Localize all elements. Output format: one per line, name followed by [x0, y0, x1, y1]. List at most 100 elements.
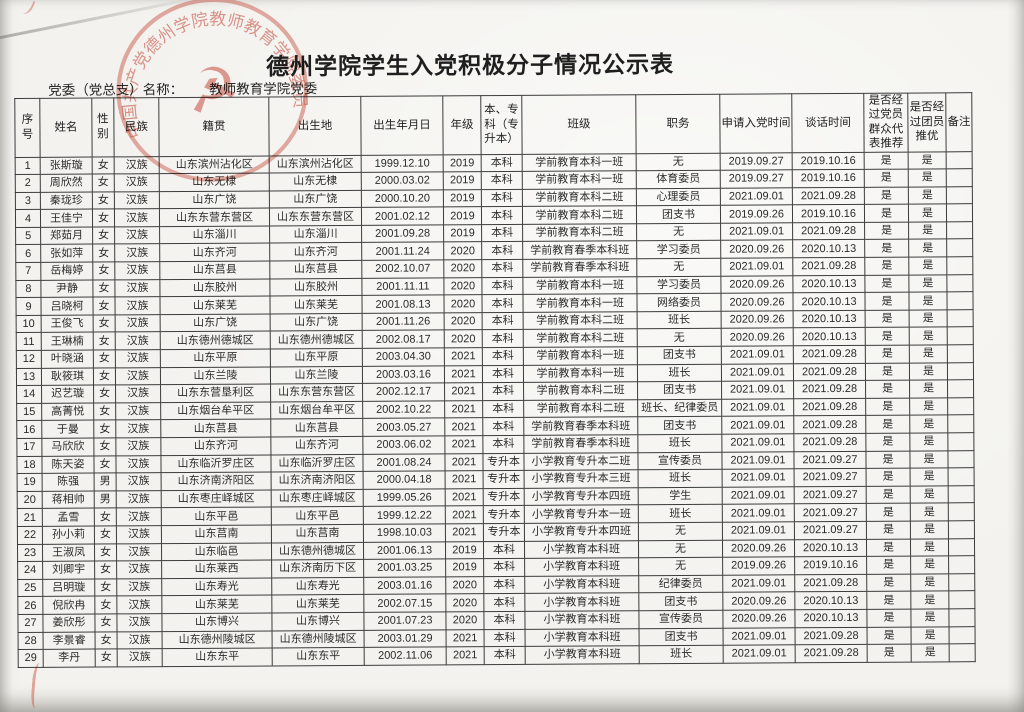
table-cell: 班长	[637, 363, 722, 382]
table-cell: 2003.06.02	[362, 435, 445, 455]
table-cell: 是	[911, 626, 950, 645]
table-cell: 2021.09.28	[793, 362, 866, 381]
table-cell	[948, 608, 976, 627]
table-cell: 是	[865, 362, 910, 381]
table-cell: 山东莱芜	[161, 595, 272, 614]
table-cell	[948, 573, 975, 592]
table-cell: 汉族	[116, 490, 162, 509]
table-cell: 2021	[444, 435, 483, 454]
table-cell: 是	[910, 468, 949, 486]
table-cell: 小学教育本科班	[525, 628, 640, 647]
table-cell: 山东莒南	[161, 524, 272, 544]
table-cell: 于曼	[41, 420, 94, 439]
table-cell: 本科	[481, 294, 524, 313]
table-cell: 学前教育本科一班	[523, 346, 638, 366]
table-cell: 汉族	[117, 648, 163, 667]
table-cell: 专升本	[483, 488, 525, 507]
table-cell: 汉族	[115, 349, 161, 368]
table-cell	[947, 362, 974, 381]
table-cell: 2021.09.01	[723, 627, 796, 646]
table-cell: 班长、纪律委员	[637, 399, 722, 418]
table-cell: 2019.10.16	[792, 169, 865, 188]
table-cell: 山东临邑	[161, 542, 272, 561]
table-cell: 6	[15, 244, 41, 263]
table-cell: 1	[15, 156, 41, 175]
table-cell: 18	[16, 455, 43, 474]
table-cell: 学前教育本科二班	[523, 381, 638, 401]
table-cell: 本科	[481, 153, 523, 172]
table-cell: 是	[866, 609, 912, 627]
table-cell: 2	[15, 174, 41, 193]
table-cell: 汉族	[115, 420, 161, 438]
table-cell: 汉族	[115, 437, 161, 456]
table-cell: 周欣然	[40, 174, 93, 193]
table-cell: 女	[92, 244, 115, 263]
table-cell: 山东齐河	[269, 242, 362, 262]
table-cell: 山东齐河	[159, 243, 270, 262]
table-cell: 王俊飞	[41, 314, 94, 333]
table-cell: 山东烟台牟平区	[160, 401, 271, 421]
table-cell: 2003.01.29	[364, 629, 447, 648]
table-cell: 2021	[445, 488, 484, 507]
table-cell: 小学教育专升本一班	[524, 505, 639, 524]
table-cell: 李景睿	[43, 631, 96, 650]
table-cell: 汉族	[114, 226, 160, 245]
table-cell: 是	[909, 362, 948, 381]
table-cell: 2019.09.26	[720, 205, 793, 224]
table-cell	[947, 309, 974, 328]
table-cell: 郑茹月	[40, 226, 93, 245]
table-cell: 2001.08.24	[362, 453, 446, 472]
table-cell: 女	[92, 297, 116, 315]
table-cell: 山东平原	[270, 348, 363, 367]
table-cell: 汉族	[115, 332, 161, 350]
table-cell: 迟艺璇	[41, 385, 94, 404]
table-cell: 山东滨州沾化区	[159, 155, 270, 174]
table-cell: 9	[15, 297, 42, 316]
table-cell	[947, 379, 974, 398]
table-cell: 无	[638, 539, 723, 558]
table-cell: 山东临沂罗庄区	[270, 454, 364, 473]
table-cell: 学前教育本科二班	[522, 223, 637, 242]
table-cell: 小学教育专升本三班	[524, 469, 639, 489]
table-cell: 2021.09.01	[722, 504, 795, 523]
table-cell: 本科	[484, 646, 526, 665]
table-cell: 2021.09.01	[722, 574, 795, 593]
table-cell: 蒋相帅	[42, 490, 95, 509]
table-cell: 是	[909, 450, 949, 469]
table-cell: 2019.10.16	[792, 204, 865, 223]
table-cell: 女	[92, 261, 115, 280]
table-cell: 2021.09.27	[794, 503, 867, 522]
table-cell: 是	[866, 468, 911, 487]
table-cell: 2001.11.24	[361, 242, 444, 261]
table-cell: 是	[865, 433, 910, 451]
table-cell: 2020.10.13	[793, 327, 866, 346]
table-cell: 学前教育春季本科班	[523, 417, 638, 436]
table-cell: 是	[866, 485, 911, 504]
table-cell: 王佳宁	[40, 209, 93, 228]
org-name-label: 党委（党总支）名称：	[48, 82, 184, 98]
column-header: 姓名	[39, 98, 93, 157]
table-cell: 是	[910, 520, 949, 539]
table-cell: 是	[909, 380, 948, 398]
red-pen-mark-top	[18, 0, 36, 17]
table-cell: 心理委员	[636, 187, 721, 207]
table-cell: 尹静	[40, 279, 93, 298]
table-cell: 2001.06.13	[363, 541, 446, 560]
table-cell: 学前教育本科二班	[523, 329, 638, 348]
table-cell: 专升本	[483, 505, 525, 524]
table-cell: 山东无棣	[269, 172, 362, 191]
table-cell: 小学教育专升本四班	[524, 522, 639, 541]
table-cell: 2020.09.26	[721, 310, 794, 329]
table-cell: 2020	[444, 330, 483, 348]
table-cell: 27	[17, 614, 44, 633]
table-cell: 2021.09.01	[720, 222, 793, 241]
table-cell: 汉族	[114, 156, 160, 175]
table-cell: 5	[15, 227, 41, 245]
table-cell: 小学教育本科班	[524, 593, 639, 612]
table-cell: 2019	[443, 189, 482, 208]
table-cell: 2021.09.28	[792, 257, 865, 276]
table-cell: 女	[94, 613, 118, 632]
table-cell: 2002.08.17	[362, 330, 445, 349]
table-cell: 团支书	[639, 627, 724, 646]
table-cell: 2020.09.26	[721, 328, 794, 347]
